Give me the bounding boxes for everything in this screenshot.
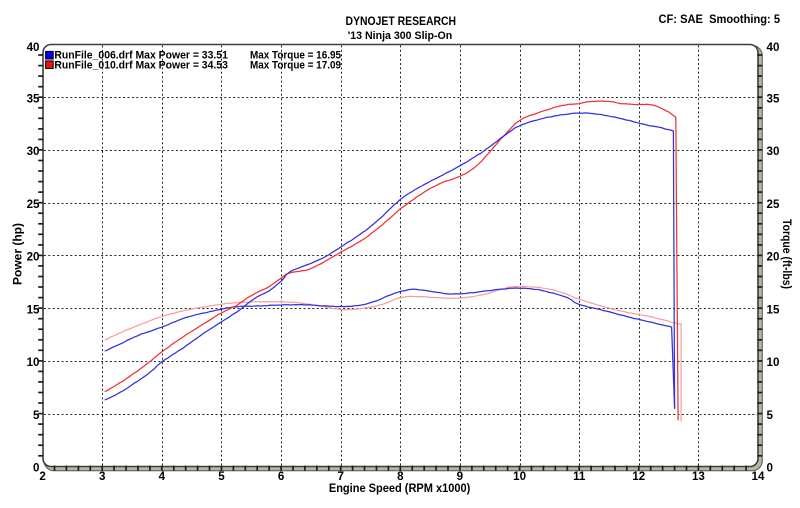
svg-text:10: 10 — [513, 470, 526, 483]
svg-text:12: 12 — [632, 470, 645, 483]
svg-text:Engine Speed (RPM x1000): Engine Speed (RPM x1000) — [329, 481, 471, 495]
svg-text:5: 5 — [767, 409, 774, 422]
svg-text:DYNOJET RESEARCH: DYNOJET RESEARCH — [346, 14, 457, 28]
svg-text:13: 13 — [692, 470, 705, 483]
svg-text:0: 0 — [767, 462, 773, 475]
svg-text:30: 30 — [767, 145, 780, 158]
svg-text:0: 0 — [33, 462, 39, 475]
svg-text:20: 20 — [767, 251, 780, 264]
svg-text:4: 4 — [159, 470, 166, 483]
svg-text:6: 6 — [278, 470, 285, 483]
svg-text:7: 7 — [337, 470, 343, 483]
svg-text:9: 9 — [457, 470, 464, 483]
svg-text:25: 25 — [27, 198, 40, 211]
svg-text:10: 10 — [27, 356, 40, 369]
svg-text:8: 8 — [397, 470, 404, 483]
svg-text:Max Torque = 16.95: Max Torque = 16.95 — [250, 50, 341, 62]
svg-text:5: 5 — [33, 409, 40, 422]
svg-text:14: 14 — [752, 470, 765, 483]
svg-text:CF: SAE Smoothing: 5: CF: SAE Smoothing: 5 — [659, 12, 781, 26]
svg-text:2: 2 — [39, 470, 45, 483]
svg-text:Power (hp): Power (hp) — [11, 223, 25, 285]
svg-text:Max Torque = 17.09: Max Torque = 17.09 — [250, 60, 341, 72]
svg-text:5: 5 — [218, 470, 225, 483]
svg-text:25: 25 — [767, 198, 780, 211]
svg-text:40: 40 — [767, 41, 780, 54]
svg-text:11: 11 — [573, 470, 586, 483]
svg-text:'13 Ninja 300 Slip-On: '13 Ninja 300 Slip-On — [348, 30, 453, 42]
svg-text:35: 35 — [767, 93, 780, 106]
svg-text:30: 30 — [27, 145, 40, 158]
svg-text:40: 40 — [27, 41, 40, 54]
svg-text:10: 10 — [767, 356, 780, 369]
svg-text:3: 3 — [99, 470, 106, 483]
svg-text:RunFile_006.drf Max Power = 33: RunFile_006.drf Max Power = 33.51 — [54, 50, 228, 62]
svg-text:15: 15 — [27, 303, 40, 316]
svg-text:20: 20 — [27, 251, 40, 264]
svg-text:35: 35 — [27, 93, 40, 106]
svg-text:15: 15 — [767, 303, 780, 316]
svg-text:RunFile_010.drf Max Power = 34: RunFile_010.drf Max Power = 34.53 — [54, 60, 228, 72]
svg-text:Torque (ft-lbs): Torque (ft-lbs) — [780, 219, 794, 289]
